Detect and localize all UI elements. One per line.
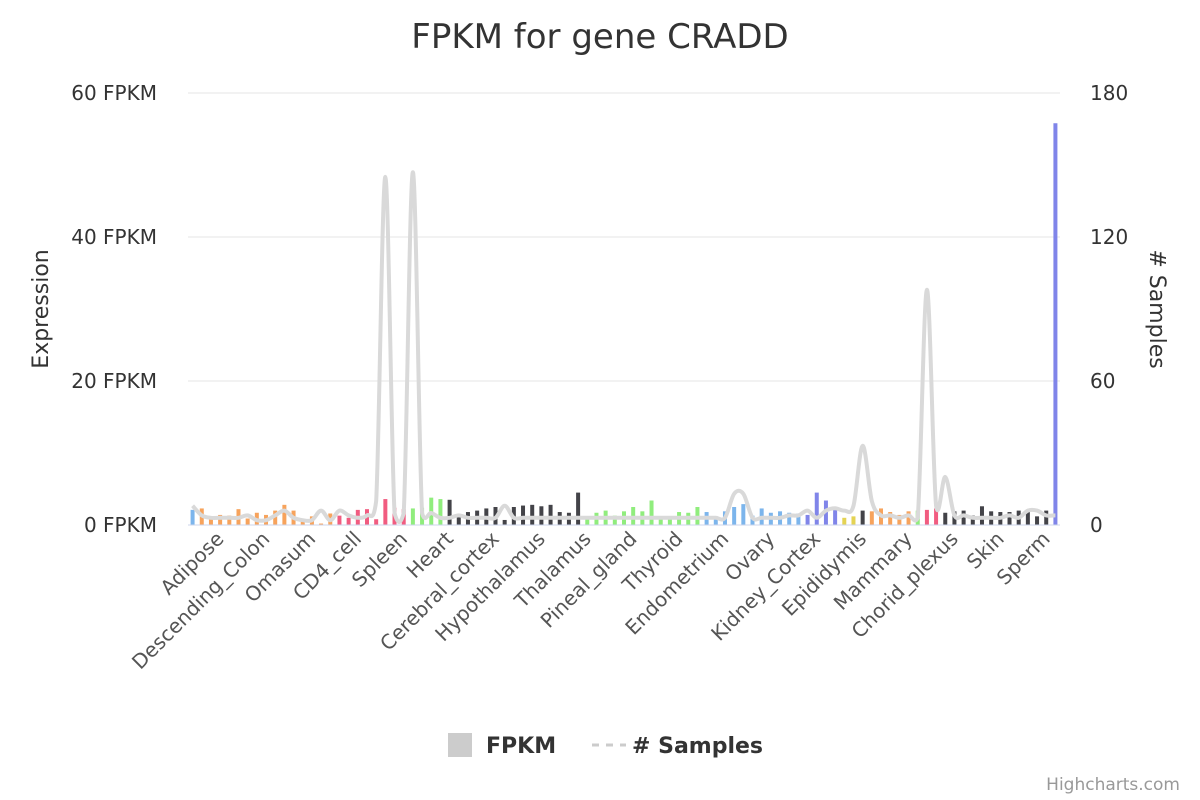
fpkm-bar[interactable] <box>732 507 737 525</box>
y-axis-ticks: 0 FPKM 20 FPKM 40 FPKM 60 FPKM <box>71 81 157 537</box>
fpkm-bar[interactable] <box>805 514 810 525</box>
legend-label-fpkm: FPKM <box>486 734 556 759</box>
fpkm-bar[interactable] <box>245 518 250 525</box>
fpkm-bar[interactable] <box>612 515 617 525</box>
fpkm-bar[interactable] <box>906 511 911 525</box>
fpkm-bar[interactable] <box>319 523 324 525</box>
fpkm-bar[interactable] <box>585 518 590 525</box>
y-tick-label: 20 FPKM <box>71 369 157 393</box>
fpkm-bar[interactable] <box>860 510 865 525</box>
fpkm-bar[interactable] <box>208 516 213 525</box>
fpkm-bar[interactable] <box>374 519 379 525</box>
fpkm-bar[interactable] <box>410 508 415 525</box>
y2-axis-ticks: 0 60 120 180 <box>1090 81 1128 537</box>
fpkm-bar[interactable] <box>943 512 948 525</box>
fpkm-bar[interactable] <box>218 514 223 525</box>
fpkm-bar[interactable] <box>1035 516 1040 525</box>
fpkm-bar[interactable] <box>521 505 526 525</box>
fpkm-bar[interactable] <box>888 512 893 525</box>
y-axis-title: Expression <box>29 249 54 368</box>
y-tick-label: 0 FPKM <box>84 513 157 537</box>
y2-axis-title: # Samples <box>1144 249 1169 368</box>
fpkm-bar[interactable] <box>190 509 195 525</box>
fpkm-bar[interactable] <box>337 515 342 525</box>
fpkm-bar[interactable] <box>1025 509 1030 525</box>
fpkm-bar[interactable] <box>649 500 654 525</box>
fpkm-bar[interactable] <box>787 512 792 525</box>
fpkm-bar[interactable] <box>502 519 507 525</box>
fpkm-bar[interactable] <box>530 504 535 525</box>
samples-line <box>191 170 1056 524</box>
fpkm-bar[interactable] <box>447 499 452 525</box>
fpkm-bar[interactable] <box>970 515 975 525</box>
fpkm-bar[interactable] <box>961 510 966 525</box>
fpkm-bar[interactable] <box>667 518 672 525</box>
legend-label-samples: # Samples <box>632 734 763 759</box>
chart-title: FPKM for gene CRADD <box>411 17 788 57</box>
fpkm-bar[interactable] <box>934 508 939 525</box>
y2-tick-label: 0 <box>1090 513 1103 537</box>
fpkm-bar[interactable] <box>814 492 819 525</box>
fpkm-bar[interactable] <box>713 517 718 525</box>
fpkm-bar[interactable] <box>1053 123 1058 526</box>
y-tick-label: 60 FPKM <box>71 81 157 105</box>
fpkm-bar[interactable] <box>346 517 351 525</box>
fpkm-bar[interactable] <box>548 504 553 525</box>
fpkm-bar[interactable] <box>658 519 663 525</box>
fpkm-bar[interactable] <box>869 511 874 525</box>
fpkm-legend-symbol <box>448 733 472 757</box>
y2-tick-label: 180 <box>1090 81 1128 105</box>
fpkm-bar[interactable] <box>851 516 856 525</box>
y-tick-label: 40 FPKM <box>71 225 157 249</box>
y2-tick-label: 120 <box>1090 225 1128 249</box>
fpkm-bar[interactable] <box>979 506 984 525</box>
fpkm-bar[interactable] <box>924 509 929 525</box>
fpkm-bar[interactable] <box>741 504 746 525</box>
x-axis-labels: AdiposeDescending_ColonOmasumCD4_cellSpl… <box>127 526 1055 673</box>
fpkm-bar[interactable] <box>282 504 287 525</box>
fpkm-bar[interactable] <box>1007 512 1012 525</box>
legend: FPKM # Samples <box>448 733 763 759</box>
fpkm-bar[interactable] <box>227 515 232 525</box>
fpkm-bar[interactable] <box>796 513 801 525</box>
fpkm-bar[interactable] <box>1044 510 1049 525</box>
grid <box>188 92 1060 382</box>
fpkm-bar[interactable] <box>576 492 581 525</box>
fpkm-bar[interactable] <box>833 509 838 525</box>
fpkm-bars <box>190 123 1058 526</box>
legend-item-samples[interactable]: # Samples <box>592 734 763 759</box>
fpkm-bar[interactable] <box>539 506 544 525</box>
credits-link[interactable]: Highcharts.com <box>1046 775 1180 795</box>
fpkm-bar[interactable] <box>842 517 847 525</box>
fpkm-bar[interactable] <box>383 499 388 525</box>
fpkm-bar[interactable] <box>273 510 278 525</box>
fpkm-bar[interactable] <box>897 514 902 525</box>
y2-tick-label: 60 <box>1090 369 1115 393</box>
fpkm-bar[interactable] <box>438 499 443 525</box>
fpkm-bar[interactable] <box>456 514 461 525</box>
legend-item-fpkm[interactable]: FPKM <box>448 733 556 759</box>
